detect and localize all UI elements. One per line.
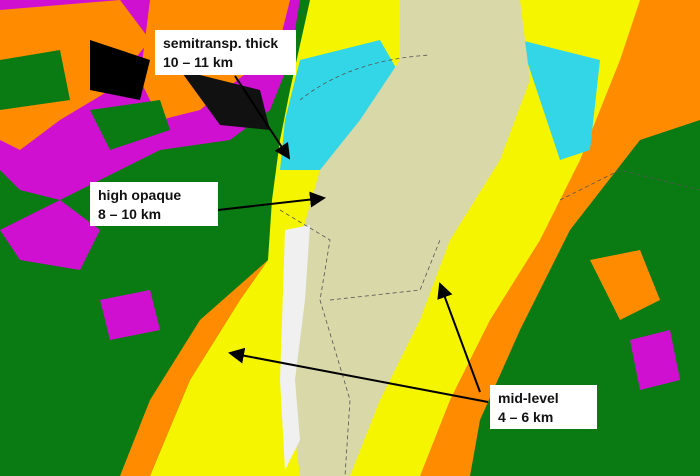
low-cloud-west-edge bbox=[120, 260, 268, 476]
label-semitransparent-thick: semitransp. thick 10 – 11 km bbox=[155, 30, 296, 75]
label-high-opaque: high opaque 8 – 10 km bbox=[90, 182, 218, 226]
label-range: 8 – 10 km bbox=[98, 206, 162, 222]
label-title: semitransp. thick bbox=[163, 35, 279, 51]
low-cloud-patches bbox=[0, 0, 700, 390]
arrow-semitransparent bbox=[234, 75, 291, 160]
label-title: mid-level bbox=[498, 390, 559, 406]
label-range: 4 – 6 km bbox=[498, 409, 554, 425]
label-mid-level: mid-level 4 – 6 km bbox=[490, 385, 597, 429]
arrow-mid-level-east bbox=[437, 282, 481, 393]
semitransparent-thick-cloud bbox=[280, 40, 420, 170]
fractional-cloud bbox=[280, 225, 310, 470]
label-range: 10 – 11 km bbox=[163, 54, 234, 70]
country-borders bbox=[279, 54, 700, 476]
annotation-arrows bbox=[217, 75, 489, 403]
arrow-high-opaque bbox=[217, 191, 326, 211]
label-title: high opaque bbox=[98, 187, 182, 203]
semitransparent-thick-east bbox=[520, 40, 600, 160]
arrow-mid-level-west bbox=[228, 347, 489, 403]
high-opaque-cloud-core bbox=[290, 0, 530, 476]
